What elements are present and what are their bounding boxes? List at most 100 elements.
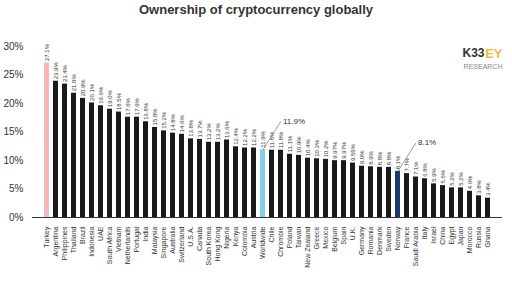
- svg-text:Brazil: Brazil: [79, 226, 86, 244]
- svg-text:5.2%: 5.2%: [449, 172, 455, 186]
- svg-text:16.8%: 16.8%: [143, 102, 149, 120]
- svg-text:11.8%: 11.8%: [278, 131, 284, 148]
- svg-text:20.9%: 20.9%: [80, 79, 86, 97]
- svg-text:Indonesia: Indonesia: [88, 226, 95, 256]
- svg-text:14.8%: 14.8%: [170, 113, 176, 131]
- svg-text:13.2%: 13.2%: [215, 123, 221, 141]
- svg-text:U.K.: U.K.: [349, 226, 356, 240]
- svg-text:10.4%: 10.4%: [305, 139, 311, 157]
- svg-text:Malaysia: Malaysia: [151, 226, 159, 254]
- svg-text:10.9%: 10.9%: [296, 136, 302, 154]
- svg-text:Poland: Poland: [286, 226, 293, 248]
- svg-text:11.9%: 11.9%: [283, 117, 305, 126]
- svg-text:12.2%: 12.2%: [251, 128, 257, 146]
- svg-text:Philippines: Philippines: [61, 226, 69, 260]
- svg-text:Greece: Greece: [313, 226, 320, 249]
- svg-text:9.97%: 9.97%: [341, 141, 347, 159]
- svg-text:17.6%: 17.6%: [134, 98, 140, 116]
- svg-text:Belgium: Belgium: [331, 226, 339, 251]
- svg-text:17.6%: 17.6%: [125, 98, 131, 116]
- svg-text:21.8%: 21.8%: [71, 74, 77, 92]
- svg-text:South Korea: South Korea: [205, 226, 212, 265]
- svg-text:Chrombie: Chrombie: [277, 226, 284, 256]
- svg-text:Norway: Norway: [394, 226, 402, 250]
- svg-text:7.7%: 7.7%: [404, 157, 410, 171]
- svg-text:13.6%: 13.6%: [224, 120, 230, 138]
- svg-text:Turkey: Turkey: [43, 226, 51, 248]
- svg-text:Mexico: Mexico: [322, 226, 329, 248]
- svg-text:23.4%: 23.4%: [62, 64, 68, 82]
- svg-text:Kenya: Kenya: [232, 226, 240, 246]
- svg-text:15.8%: 15.8%: [152, 108, 158, 126]
- svg-text:UAE: UAE: [97, 226, 104, 241]
- svg-text:13.8%: 13.8%: [188, 119, 194, 137]
- svg-text:RESEARCH: RESEARCH: [464, 63, 503, 70]
- svg-text:10.3%: 10.3%: [314, 139, 320, 157]
- svg-text:5.2%: 5.2%: [458, 172, 464, 186]
- svg-text:5.6%: 5.6%: [440, 169, 446, 183]
- svg-text:Saudi Arabia: Saudi Arabia: [412, 226, 419, 266]
- svg-text:Japan: Japan: [457, 226, 465, 245]
- svg-text:Italy: Italy: [421, 226, 429, 239]
- svg-text:10%: 10%: [3, 155, 23, 166]
- svg-text:Taiwan: Taiwan: [295, 226, 302, 248]
- svg-text:8.8%: 8.8%: [377, 151, 383, 165]
- svg-text:Chile: Chile: [268, 226, 275, 242]
- svg-text:20%: 20%: [3, 98, 23, 109]
- svg-text:Singapore: Singapore: [160, 226, 168, 258]
- svg-text:Germany: Germany: [358, 226, 366, 255]
- svg-text:Austria: Austria: [250, 226, 257, 248]
- svg-text:18.5%: 18.5%: [116, 92, 122, 110]
- svg-text:Romania: Romania: [367, 226, 374, 254]
- svg-text:4.6%: 4.6%: [467, 175, 473, 189]
- svg-text:Nigeria: Nigeria: [223, 226, 231, 248]
- svg-text:27.1%: 27.1%: [44, 43, 50, 61]
- svg-text:9.0%: 9.0%: [359, 150, 365, 164]
- svg-text:Denmark: Denmark: [376, 226, 383, 255]
- svg-text:France: France: [403, 226, 410, 248]
- svg-text:Switzerland: Switzerland: [178, 226, 185, 262]
- svg-text:6.8%: 6.8%: [422, 162, 428, 176]
- svg-text:15%: 15%: [3, 126, 23, 137]
- svg-text:Israel: Israel: [430, 226, 437, 244]
- svg-text:Colombia: Colombia: [241, 226, 248, 256]
- svg-text:23.9%: 23.9%: [53, 62, 59, 80]
- svg-text:7.1%: 7.1%: [413, 161, 419, 175]
- svg-text:Russia: Russia: [475, 226, 482, 248]
- svg-text:13.7%: 13.7%: [197, 120, 203, 138]
- svg-text:South Africa: South Africa: [106, 226, 113, 264]
- svg-text:Netherlands: Netherlands: [124, 226, 131, 264]
- svg-text:10.2%: 10.2%: [323, 140, 329, 158]
- svg-text:Sweden: Sweden: [385, 226, 392, 251]
- svg-text:9.55%: 9.55%: [350, 143, 356, 161]
- svg-text:8.8%: 8.8%: [386, 151, 392, 165]
- svg-text:13.2%: 13.2%: [206, 123, 212, 141]
- svg-text:Argentina: Argentina: [52, 226, 60, 256]
- svg-text:Spain: Spain: [340, 226, 348, 244]
- svg-text:Thailand: Thailand: [70, 226, 77, 253]
- svg-text:15.2%: 15.2%: [161, 111, 167, 129]
- svg-text:Worldwide: Worldwide: [259, 226, 266, 259]
- svg-text:EY: EY: [485, 46, 503, 61]
- svg-text:14.6%: 14.6%: [179, 115, 185, 133]
- svg-text:8.9%: 8.9%: [368, 150, 374, 164]
- svg-text:11.9%: 11.9%: [260, 130, 266, 147]
- svg-text:Morocco: Morocco: [466, 226, 473, 253]
- svg-text:New Zealand: New Zealand: [304, 226, 311, 267]
- svg-text:Portugal: Portugal: [133, 226, 141, 253]
- svg-text:12.4%: 12.4%: [233, 127, 239, 145]
- svg-text:U.S.A.: U.S.A.: [187, 226, 194, 246]
- svg-text:8.1%: 8.1%: [395, 155, 401, 169]
- svg-text:30%: 30%: [3, 41, 23, 52]
- svg-text:12.2%: 12.2%: [242, 128, 248, 146]
- svg-text:5.9%: 5.9%: [431, 168, 437, 182]
- svg-text:9.97%: 9.97%: [332, 141, 338, 159]
- svg-text:K33: K33: [462, 46, 484, 60]
- svg-text:Ghana: Ghana: [484, 226, 491, 247]
- svg-text:11.1%: 11.1%: [287, 135, 293, 152]
- svg-text:11.8%: 11.8%: [269, 131, 275, 148]
- svg-text:Vietnam: Vietnam: [115, 226, 122, 252]
- svg-text:India: India: [142, 226, 149, 241]
- svg-text:25%: 25%: [3, 69, 23, 80]
- svg-text:China: China: [439, 226, 446, 244]
